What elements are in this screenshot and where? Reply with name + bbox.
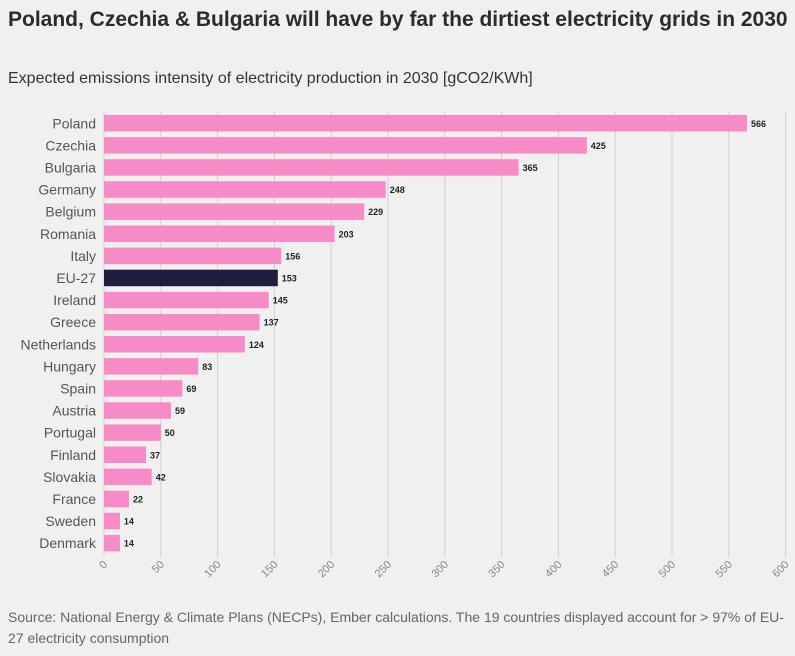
value-label: 156 <box>285 251 300 261</box>
bar-ireland <box>104 291 269 309</box>
category-label: Belgium <box>45 204 96 220</box>
value-label: 59 <box>175 406 185 416</box>
value-label: 248 <box>390 185 405 195</box>
value-label: 153 <box>282 273 297 283</box>
category-label: Denmark <box>39 535 97 551</box>
category-label: France <box>52 491 96 507</box>
category-label: Italy <box>70 248 96 264</box>
value-label: 365 <box>523 163 538 173</box>
chart-title: Poland, Czechia & Bulgaria will have by … <box>8 8 788 31</box>
category-label: Poland <box>52 115 96 131</box>
bar-france <box>104 490 129 508</box>
bar-chart: 566 425 365 248 229 203 156 153 145 137 124 83 69 59 5… <box>21 112 792 580</box>
value-label: 145 <box>273 296 288 306</box>
bar-czechia <box>104 137 587 154</box>
bar-austria <box>104 402 172 419</box>
bar-italy <box>104 247 282 265</box>
x-tick-label: 0 <box>97 559 110 572</box>
bar-romania <box>104 225 335 242</box>
grid-lines <box>103 112 787 557</box>
source-note: Source: National Energy & Climate Plans … <box>8 609 784 646</box>
value-label: 203 <box>339 229 354 239</box>
category-label: Hungary <box>43 358 96 374</box>
x-tick-label: 550 <box>713 559 734 580</box>
bar-portugal <box>104 424 161 441</box>
category-label: Romania <box>40 226 96 242</box>
bar-finland <box>104 446 147 463</box>
category-label: Ireland <box>53 292 96 308</box>
x-tick-label: 350 <box>486 559 507 580</box>
x-axis-ticks: 0 50 100 150 200 250 300 350 400 450 500 550 600 <box>97 559 791 580</box>
category-label: Bulgaria <box>45 159 97 175</box>
bar-denmark <box>104 534 120 552</box>
value-label: 229 <box>368 207 383 217</box>
category-label: Germany <box>38 182 96 198</box>
value-label: 14 <box>124 539 134 549</box>
category-labels: Poland Czechia Bulgaria Germany Belgium Roman… <box>21 115 97 551</box>
bar-bulgaria <box>104 159 519 176</box>
value-label: 83 <box>202 362 212 372</box>
category-label: Netherlands <box>21 336 97 352</box>
x-tick-label: 400 <box>543 559 564 580</box>
bar-poland <box>104 115 747 132</box>
category-label: Sweden <box>45 513 96 529</box>
value-label: 566 <box>751 119 766 129</box>
x-tick-label: 100 <box>202 559 223 580</box>
category-label: Finland <box>50 447 96 463</box>
x-tick-label: 50 <box>150 559 167 576</box>
x-tick-label: 250 <box>373 559 394 580</box>
value-label: 37 <box>150 450 160 460</box>
bar-belgium <box>104 203 365 220</box>
value-label: 137 <box>264 318 279 328</box>
x-tick-label: 300 <box>429 559 450 580</box>
category-label: Austria <box>52 403 96 419</box>
bar-netherlands <box>104 336 245 353</box>
bars: 566 425 365 248 229 203 156 153 145 137 124 83 69 59 5… <box>104 115 766 552</box>
value-label: 42 <box>156 472 166 482</box>
bar-greece <box>104 313 260 331</box>
value-label: 14 <box>124 517 134 527</box>
x-tick-label: 200 <box>316 559 337 580</box>
x-tick-label: 450 <box>600 559 621 580</box>
value-label: 50 <box>165 428 175 438</box>
category-label: Greece <box>50 314 96 330</box>
value-label: 69 <box>186 384 196 394</box>
value-label: 124 <box>249 340 264 350</box>
bar-hungary <box>104 358 199 375</box>
bar-sweden <box>104 512 120 530</box>
bar-spain <box>104 380 183 397</box>
value-label: 425 <box>591 141 606 151</box>
x-tick-label: 600 <box>770 559 791 580</box>
bar-slovakia <box>104 468 152 486</box>
value-label: 22 <box>133 494 143 504</box>
category-label: Spain <box>60 380 96 396</box>
x-tick-label: 150 <box>259 559 280 580</box>
bar-eu-27 <box>104 269 278 287</box>
category-label: Slovakia <box>43 469 96 485</box>
bar-germany <box>104 181 386 198</box>
chart-subtitle: Expected emissions intensity of electric… <box>8 70 533 87</box>
category-label: Czechia <box>45 137 96 153</box>
category-label: Portugal <box>44 425 96 441</box>
x-tick-label: 500 <box>657 559 678 580</box>
category-label: EU-27 <box>56 270 96 286</box>
